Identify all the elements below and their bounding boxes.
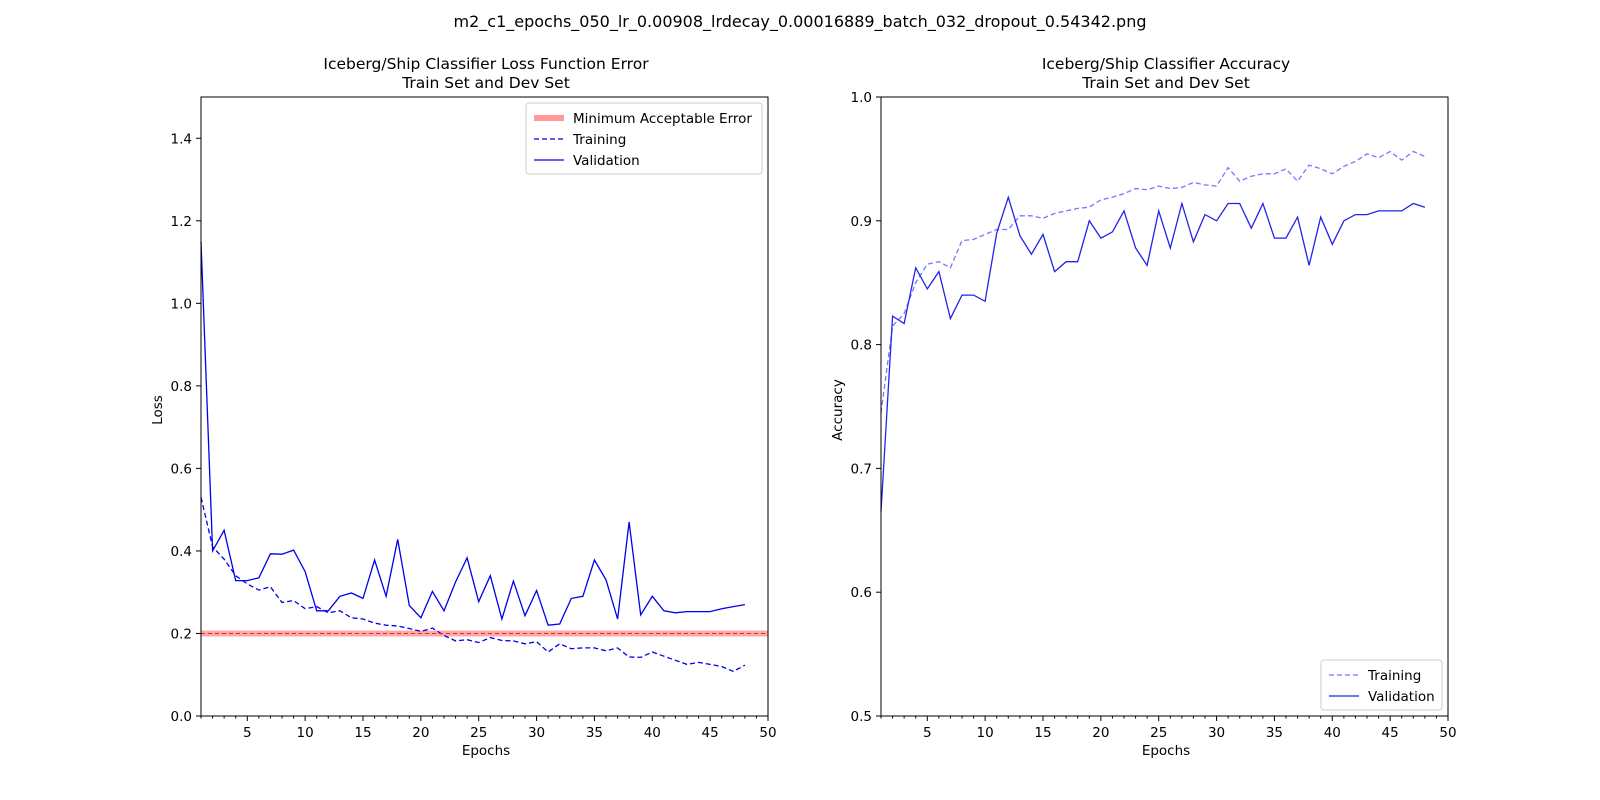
loss-x-tick-label: 40 (644, 725, 661, 741)
accuracy-x-tick-label: 40 (1324, 725, 1341, 741)
accuracy-x-tick-label: 30 (1208, 725, 1225, 741)
loss-axes-frame (200, 96, 769, 717)
loss-legend: Minimum Acceptable Error Training Validati… (525, 102, 763, 175)
accuracy-y-tick-label: 0.9 (851, 214, 872, 230)
loss-y-tick-label: 1.0 (171, 296, 192, 312)
accuracy-x-tick-label: 10 (977, 725, 994, 741)
loss-series-training-line (200, 497, 746, 673)
loss-legend-label-threshold: Minimum Acceptable Error (573, 111, 752, 127)
loss-x-tick-label: 45 (702, 725, 719, 741)
loss-chart-ylabel: Loss (150, 395, 166, 425)
accuracy-chart-xlabel: Epochs (1142, 743, 1190, 759)
loss-series-validation-line (200, 241, 746, 626)
loss-plot-area: 5 10 15 20 25 30 35 40 45 50 0.0 0.2 0.4 0.6 0.8 1.0 1.2… (171, 96, 777, 741)
accuracy-legend-box (1320, 659, 1443, 711)
accuracy-legend-label-validation: Validation (1368, 689, 1435, 705)
accuracy-y-tick-label: 0.6 (851, 585, 872, 601)
accuracy-chart-ylabel: Accuracy (830, 379, 846, 441)
accuracy-chart-title-line2: Train Set and Dev Set (1081, 74, 1250, 92)
loss-x-tick-label: 30 (528, 725, 545, 741)
accuracy-x-tick-label: 15 (1034, 725, 1051, 741)
loss-legend-box (525, 102, 763, 175)
loss-x-tick-label: 50 (759, 725, 776, 741)
loss-chart-title-line2: Train Set and Dev Set (401, 74, 570, 92)
loss-y-tick-label: 0.6 (171, 461, 192, 477)
loss-chart: Iceberg/Ship Classifier Loss Function Er… (150, 55, 777, 759)
figure-suptitle: m2_c1_epochs_050_lr_0.00908_lrdecay_0.00… (454, 12, 1147, 32)
accuracy-x-tick-label: 45 (1382, 725, 1399, 741)
loss-y-tick-label: 0.8 (171, 379, 192, 395)
loss-x-tick-label: 25 (470, 725, 487, 741)
accuracy-series-training-line (880, 150, 1426, 413)
accuracy-y-tick-label: 0.8 (851, 338, 872, 354)
loss-x-tick-label: 5 (243, 725, 252, 741)
loss-y-tick-label: 0.4 (171, 544, 192, 560)
accuracy-legend: Training Validation (1320, 659, 1443, 711)
accuracy-y-tick-label: 1.0 (851, 90, 872, 106)
accuracy-y-tick-label: 0.7 (851, 461, 872, 477)
accuracy-chart: Iceberg/Ship Classifier Accuracy Train S… (830, 55, 1457, 759)
loss-y-tick-label: 0.2 (171, 626, 192, 642)
accuracy-x-tick-label: 35 (1266, 725, 1283, 741)
accuracy-x-tick-label: 20 (1092, 725, 1109, 741)
loss-legend-label-validation: Validation (573, 153, 640, 169)
accuracy-legend-label-training: Training (1367, 668, 1421, 684)
accuracy-chart-title-line1: Iceberg/Ship Classifier Accuracy (1042, 55, 1290, 73)
accuracy-series-validation-line (880, 195, 1426, 512)
accuracy-y-tick-label: 0.5 (851, 709, 872, 725)
loss-y-tick-label: 0.0 (171, 709, 192, 725)
loss-chart-title-line1: Iceberg/Ship Classifier Loss Function Er… (323, 55, 649, 73)
accuracy-plot-area: 5 10 15 20 25 30 35 40 45 50 0.5 0.6 0.7 0.8 0.9 1.0 Tra… (851, 90, 1457, 741)
loss-x-tick-label: 20 (412, 725, 429, 741)
accuracy-x-tick-label: 5 (923, 725, 932, 741)
loss-y-tick-label: 1.2 (171, 214, 192, 230)
loss-x-tick-label: 10 (297, 725, 314, 741)
loss-chart-xlabel: Epochs (462, 743, 510, 759)
accuracy-x-tick-label: 50 (1439, 725, 1456, 741)
loss-x-tick-label: 35 (586, 725, 603, 741)
loss-legend-label-training: Training (572, 132, 626, 148)
accuracy-axes-frame (880, 96, 1449, 717)
accuracy-x-tick-label: 25 (1150, 725, 1167, 741)
loss-x-tick-label: 15 (354, 725, 371, 741)
loss-y-tick-label: 1.4 (171, 131, 192, 147)
